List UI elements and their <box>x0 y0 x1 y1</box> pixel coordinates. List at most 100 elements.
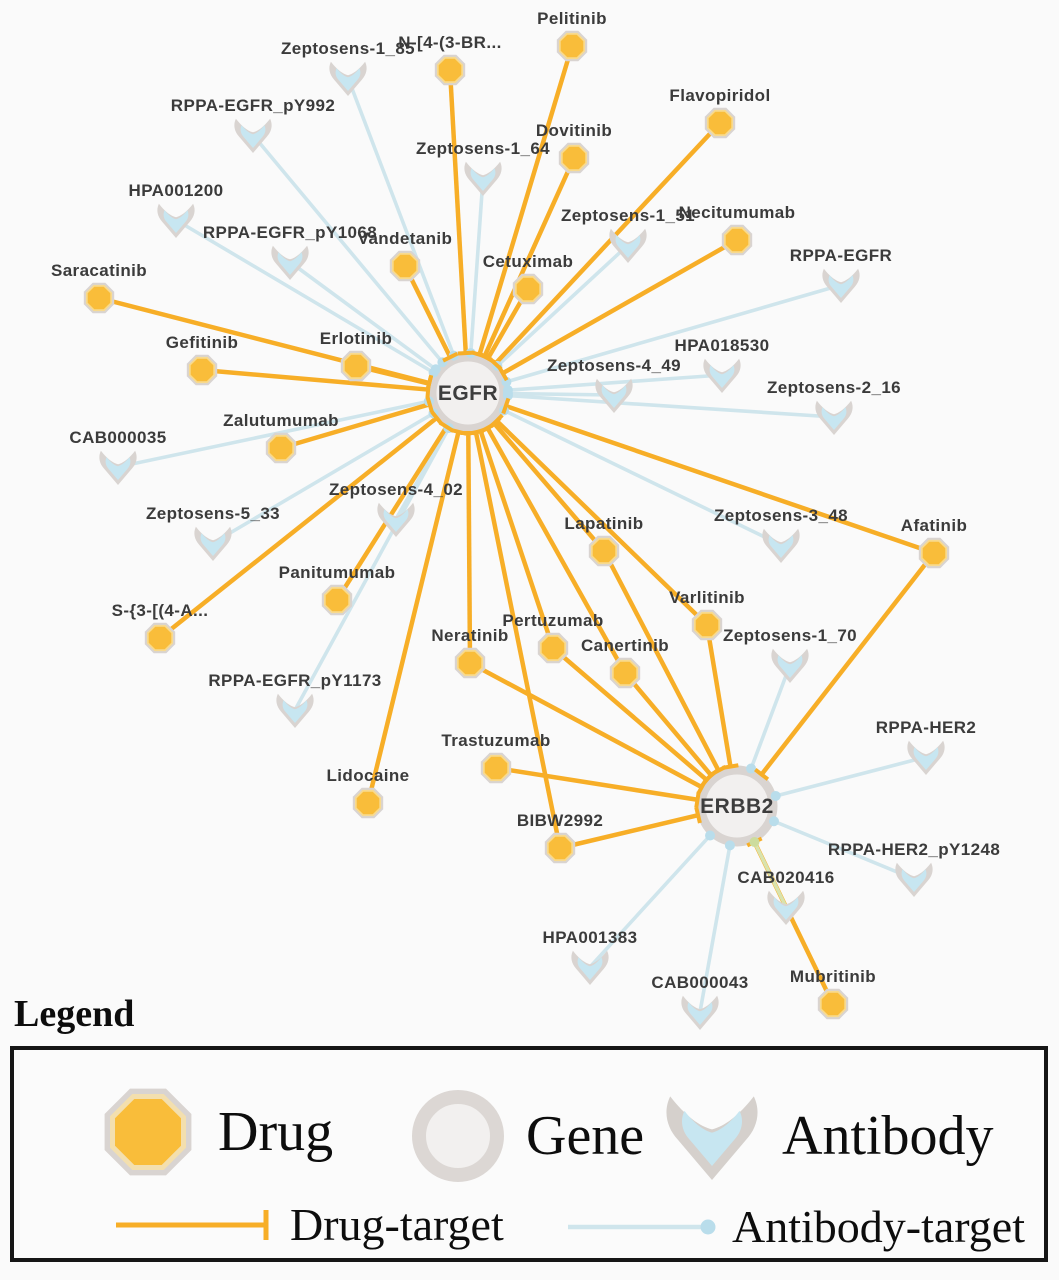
drug-label-lidocaine: Lidocaine <box>327 766 410 785</box>
antibody-node-zeptosens-4-49[interactable] <box>595 378 633 413</box>
edge-trastuzumab-erbb2 <box>495 765 698 802</box>
antibody-label-cab020416: CAB020416 <box>737 868 834 887</box>
antibody-label-rppa-egfr-py1173: RPPA-EGFR_pY1173 <box>208 671 381 690</box>
antibody-node-cab020416[interactable] <box>767 890 805 925</box>
antibody-node-hpa001200[interactable] <box>157 203 195 238</box>
legend-title: Legend <box>14 993 135 1035</box>
antibody-node-hpa018530[interactable] <box>703 358 741 393</box>
drug-node-trastuzumab[interactable] <box>480 752 512 784</box>
antibody-target-dot <box>502 390 513 401</box>
drug-node-n-4-3-br[interactable] <box>434 54 466 86</box>
antibody-label-rppa-egfr-py1068: RPPA-EGFR_pY1068 <box>203 223 377 242</box>
drug-target-tee <box>480 352 496 365</box>
edge-varlitinib-egfr <box>495 419 709 627</box>
antibody-node-zeptosens-1-70[interactable] <box>771 648 809 683</box>
antibody-label-zeptosens-1-64: Zeptosens-1_64 <box>416 139 550 158</box>
drug-node-gefitinib[interactable] <box>186 354 218 386</box>
antibody-label-cab000035: CAB000035 <box>69 428 166 447</box>
edge-rppa-egfr-egfr <box>505 283 842 384</box>
drug-label-pertuzumab: Pertuzumab <box>502 611 603 630</box>
drug-target-tee <box>696 779 708 796</box>
antibody-node-rppa-egfr-py992[interactable] <box>234 118 272 153</box>
edge-panitumumab-egfr <box>335 425 449 602</box>
drug-node-lidocaine[interactable] <box>352 787 384 819</box>
drug-node-mubritinib[interactable] <box>817 988 849 1020</box>
edge-zeptosens-1-51-egfr <box>496 243 630 368</box>
drug-target-tee <box>694 806 702 824</box>
drug-target-tee <box>442 351 459 363</box>
antibody-chevron-icon <box>666 1096 758 1180</box>
drug-node-vandetanib[interactable] <box>389 250 421 282</box>
drug-label-necitumumab: Necitumumab <box>679 203 796 222</box>
edge-zeptosens-2-16-egfr <box>507 393 835 419</box>
edge-gefitinib-egfr <box>201 367 429 392</box>
drug-node-erlotinib[interactable] <box>340 350 372 382</box>
drug-node-neratinib[interactable] <box>454 647 486 679</box>
edge-canertinib-erbb2 <box>623 671 713 777</box>
drug-node-cetuximab[interactable] <box>512 273 544 305</box>
edge-vandetanib-egfr <box>402 265 453 359</box>
drug-label-cetuximab: Cetuximab <box>483 252 574 271</box>
antibody-node-rppa-egfr-py1173[interactable] <box>276 693 314 728</box>
drug-node-canertinib[interactable] <box>609 657 641 689</box>
antibody-node-hpa001383[interactable] <box>571 950 609 985</box>
antibody-node-rppa-her2[interactable] <box>907 740 945 775</box>
edge-n-4-3-br-egfr <box>447 69 469 354</box>
drug-node-lapatinib[interactable] <box>588 535 620 567</box>
antibody-node-cab000035[interactable] <box>99 450 137 485</box>
antibody-node-rppa-egfr[interactable] <box>822 268 860 303</box>
drug-node-dovitinib[interactable] <box>558 142 590 174</box>
drug-node-necitumumab[interactable] <box>721 224 753 256</box>
antibody-label-zeptosens-4-49: Zeptosens-4_49 <box>547 356 681 375</box>
drug-node-saracatinib[interactable] <box>83 282 115 314</box>
antibody-node-rppa-egfr-py1068[interactable] <box>271 245 309 280</box>
legend-gene-label: Gene <box>526 1105 645 1167</box>
edge-cab020416-erbb2 <box>752 841 788 908</box>
antibody-node-zeptosens-1-64[interactable] <box>464 161 502 196</box>
edge-neratinib-egfr <box>466 432 473 664</box>
antibody-node-rppa-her2-py1248[interactable] <box>895 862 933 897</box>
antibody-node-cab000043[interactable] <box>681 995 719 1030</box>
legend-item-gene: Gene <box>410 1088 644 1184</box>
drug-node-pelitinib[interactable] <box>556 30 588 62</box>
edge-pertuzumab-erbb2 <box>551 646 709 782</box>
antibody-label-hpa018530: HPA018530 <box>675 336 770 355</box>
drug-node-pertuzumab[interactable] <box>537 632 569 664</box>
gene-node-erbb2[interactable] <box>696 765 778 847</box>
gene-label-erbb2: ERBB2 <box>700 795 774 818</box>
antibody-node-zeptosens-5-33[interactable] <box>194 526 232 561</box>
drug-target-tee <box>467 428 485 436</box>
antibody-node-zeptosens-4-02[interactable] <box>377 502 415 537</box>
drug-node-zalutumumab[interactable] <box>265 432 297 464</box>
drug-node-afatinib[interactable] <box>918 537 950 569</box>
antibody-node-zeptosens-2-16[interactable] <box>815 400 853 435</box>
drug-node-bibw2992[interactable] <box>544 832 576 864</box>
drug-label-bibw2992: BIBW2992 <box>517 811 603 830</box>
edge-hpa018530-egfr <box>507 373 723 392</box>
drug-node-s-3-4-a[interactable] <box>144 622 176 654</box>
drug-label-mubritinib: Mubritinib <box>790 967 876 986</box>
edge-canertinib-egfr <box>485 426 627 675</box>
drug-label-lapatinib: Lapatinib <box>564 514 643 533</box>
antibody-node-zeptosens-3-48[interactable] <box>762 528 800 563</box>
drug-node-varlitinib[interactable] <box>691 609 723 641</box>
legend-item-antibody: Antibody <box>662 1086 994 1186</box>
edge-bibw2992-erbb2 <box>559 813 699 851</box>
drug-node-panitumumab[interactable] <box>321 584 353 616</box>
drug-label-saracatinib: Saracatinib <box>51 261 147 280</box>
antibody-label-hpa001200: HPA001200 <box>129 181 224 200</box>
legend-antibody-target-label: Antibody-target <box>732 1201 1025 1252</box>
antibody-node-zeptosens-1-85[interactable] <box>329 61 367 96</box>
drug-node-flavopiridol[interactable] <box>704 107 736 139</box>
drug-label-neratinib: Neratinib <box>431 626 508 645</box>
edge-flavopiridol-egfr <box>493 121 722 366</box>
drug-target-tee <box>425 375 433 392</box>
antibody-label-cab000043: CAB000043 <box>651 973 748 992</box>
antibody-node-zeptosens-1-51[interactable] <box>609 228 647 263</box>
drug-target-tee <box>497 365 509 382</box>
drug-label-n-4-3-br: N-[4-(3-BR... <box>398 33 501 52</box>
edge-zeptosens-1-85-egfr <box>346 77 456 357</box>
edge-hpa001383-erbb2 <box>588 834 712 969</box>
